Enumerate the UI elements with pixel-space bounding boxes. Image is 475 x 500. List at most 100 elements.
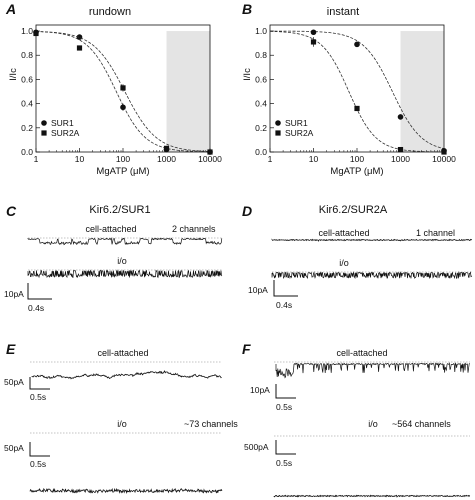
y-tick-label-a-1: 0.2 [21,123,33,133]
current-trace-e-cell-attached [31,370,222,380]
current-trace-c-io [27,269,223,279]
panel-title-a: rundown [89,6,131,18]
shaded-region-b [400,31,444,152]
shaded-region-a [166,31,210,152]
x-tick-label-b-4: 10000 [432,154,456,164]
data-point-b-sur2a-1 [354,105,360,112]
scale-bar-d [273,280,298,297]
legend-label-b-sur1: SUR1 [285,118,308,128]
y-axis-label-a: I/Ic [8,68,19,81]
scale-x-e-2: 0.5s [30,459,46,469]
x-tick-label-a-1: 10 [75,154,85,164]
current-trace-f-cell-attached [275,362,470,379]
trace-label-c-cell-attached: cell-attached [85,224,136,234]
scale-bar-f-2 [275,440,296,455]
legend-marker-a-sur1 [41,120,47,126]
scale-x-d: 0.4s [276,300,292,310]
trace-label-d-io: i/o [339,258,349,268]
y-tick-label-b-3: 0.6 [255,74,267,84]
y-tick-label-a-0: 0.0 [21,147,33,157]
data-point-b-sur2a-2 [397,146,404,153]
trace-label-f-cell-attached: cell-attached [336,348,387,358]
legend-marker-b-sur1 [275,120,281,126]
trace-label-e-cell-attached: cell-attached [97,348,148,358]
dose-response-chart-b: 1 10 100 1000 10000 0.0 0.2 0.4 0.6 0.8 1.0 MgATP (… [242,24,456,177]
scale-x-f-1: 0.5s [276,402,292,412]
dose-response-chart-a: 1 10 100 1000 10000 0.0 0.2 0.4 0.6 0.8 1.0 MgATP (… [8,24,222,177]
trace-label-c-io: i/o [117,256,127,266]
data-point-a-sur2a-3 [163,145,170,151]
current-trace-d-io [271,271,473,280]
y-axis-label-b: I/Ic [242,68,253,81]
data-point-b-sur2a-3 [441,149,447,155]
x-tick-label-b-0: 1 [268,154,273,164]
data-point-b-sur1-2 [397,114,404,120]
x-tick-label-b-3: 1000 [391,154,410,164]
panel-letter-f: F [242,341,251,357]
trace-label-d-cell-attached: cell-attached [318,228,369,238]
channel-count-e: ~73 channels [184,419,238,429]
panel-title-c: Kir6.2/SUR1 [89,204,150,216]
x-tick-label-a-4: 10000 [198,154,222,164]
data-point-a-sur1-1 [76,34,83,40]
scale-x-f-2: 0.5s [276,458,292,468]
legend-label-a-sur1: SUR1 [51,118,74,128]
panel-letter-c: C [6,203,17,219]
fit-curve-b-sur1 [269,30,445,150]
y-tick-label-b-5: 1.0 [255,26,267,36]
panel-title-d: Kir6.2/SUR2A [319,204,388,216]
x-tick-label-a-2: 100 [116,154,130,164]
y-tick-label-a-5: 1.0 [21,26,33,36]
trace-label-e-io: i/o [117,419,127,429]
current-trace-d-cell-attached [271,238,473,242]
panel-letter-b: B [242,1,252,17]
panel-letter-e: E [6,341,16,357]
legend-marker-a-sur2a [41,130,47,136]
legend-marker-b-sur2a [275,130,281,136]
data-point-a-sur2a-1 [76,45,83,51]
scale-bar-e-1 [29,377,50,390]
scale-y-f-2: 500pA [244,442,269,452]
x-tick-label-a-0: 1 [34,154,39,164]
current-trace-c-cell-attached [27,237,223,246]
fit-curve-a-sur2a [35,31,211,152]
data-point-a-sur1-2 [120,104,126,111]
scale-y-c: 10pA [4,289,24,299]
data-point-b-sur1-1 [354,41,360,48]
x-axis-label-a: MgATP (μM) [96,166,149,177]
data-point-a-sur2a-4 [207,149,213,155]
channel-count-f: ~564 channels [392,419,451,429]
data-point-b-sur1-0 [310,29,317,36]
scale-x-e-1: 0.5s [30,392,46,402]
y-tick-label-b-2: 0.4 [255,99,267,109]
scale-y-e-1: 50pA [4,377,24,387]
legend-label-b-sur2a: SUR2A [285,128,314,138]
data-point-b-sur2a-0 [310,39,317,45]
current-trace-e-io [29,487,223,495]
scale-y-f-1: 10pA [250,385,270,395]
legend-label-a-sur2a: SUR2A [51,128,80,138]
y-tick-label-a-2: 0.4 [21,99,33,109]
x-tick-label-b-1: 10 [309,154,319,164]
y-tick-label-b-0: 0.0 [255,147,267,157]
scale-y-d: 10pA [248,285,268,295]
scale-bar-c [27,283,52,300]
scale-y-e-2: 50pA [4,443,24,453]
scale-x-c: 0.4s [28,303,44,313]
channel-count-d: 1 channel [416,228,455,238]
x-tick-label-b-2: 100 [350,154,364,164]
y-tick-label-a-3: 0.6 [21,74,33,84]
scale-bar-f-1 [275,384,296,399]
trace-label-f-io: i/o [368,419,378,429]
scale-bar-e-2 [29,442,50,457]
channel-count-c: 2 channels [172,224,216,234]
x-axis-label-b: MgATP (μM) [330,166,383,177]
panel-title-b: instant [327,6,359,18]
data-point-a-sur2a-0 [33,30,39,37]
data-point-a-sur2a-2 [120,85,126,91]
y-tick-label-b-4: 0.8 [255,50,267,60]
panel-letter-d: D [242,203,252,219]
x-tick-label-a-3: 1000 [157,154,176,164]
current-trace-f-io [273,494,471,498]
